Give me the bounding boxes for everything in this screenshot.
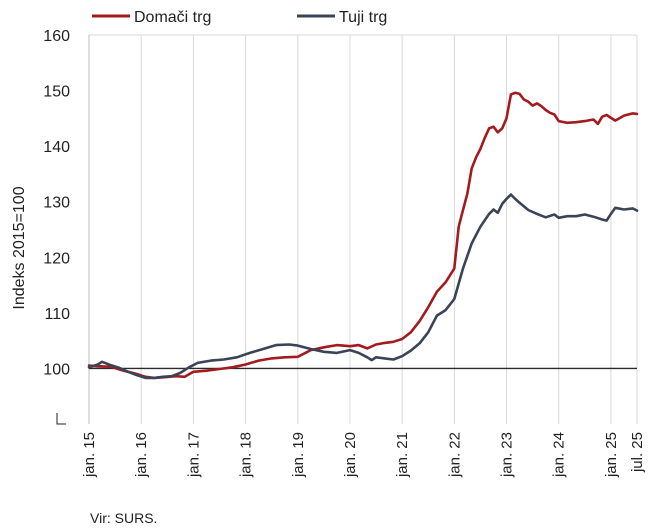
x-tick-label-11: jul. 25 (629, 432, 646, 473)
y-tick-label-100: 100 (43, 361, 70, 378)
y-tick-label-130: 130 (43, 195, 70, 212)
x-tick-label-10: jan. 25 (603, 432, 620, 478)
x-tick-label-5: jan. 20 (342, 432, 359, 478)
y-tick-label-120: 120 (43, 250, 70, 267)
series-lines (87, 91, 639, 380)
y-tick-label-150: 150 (43, 84, 70, 101)
legend: Domači trg Tuji trg (92, 9, 387, 26)
x-tick-label-0: jan. 15 (81, 432, 98, 478)
x-tick-label-9: jan. 24 (551, 432, 568, 478)
y-tick-label-160: 160 (43, 28, 70, 45)
axis-break-icon (56, 413, 66, 425)
series-line-domaci-trg (87, 91, 639, 380)
source-note: Vir: SURS. (90, 510, 158, 526)
plot-frame (88, 34, 638, 424)
x-tick-label-3: jan. 18 (238, 432, 255, 478)
legend-label-1: Tuji trg (339, 9, 387, 26)
y-axis-ticks: 100 110 120 130 140 150 160 (43, 28, 70, 378)
x-tick-label-2: jan. 17 (185, 432, 202, 478)
x-tick-label-4: jan. 19 (290, 432, 307, 478)
x-tick-label-1: jan. 16 (133, 432, 150, 478)
x-axis-ticks: jan. 15 jan. 16 jan. 17 jan. 18 jan. 19 jan. … (81, 432, 646, 478)
x-tick-label-6: jan. 21 (394, 432, 411, 478)
x-tick-label-8: jan. 23 (499, 432, 516, 478)
y-tick-label-140: 140 (43, 139, 70, 156)
legend-label-0: Domači trg (134, 9, 211, 26)
vertical-gridlines (88, 35, 638, 424)
y-tick-label-110: 110 (44, 306, 70, 323)
x-tick-label-7: jan. 22 (446, 432, 463, 478)
series-line-tuji-trg (87, 193, 639, 380)
y-axis-label: Indeks 2015=100 (11, 186, 28, 309)
